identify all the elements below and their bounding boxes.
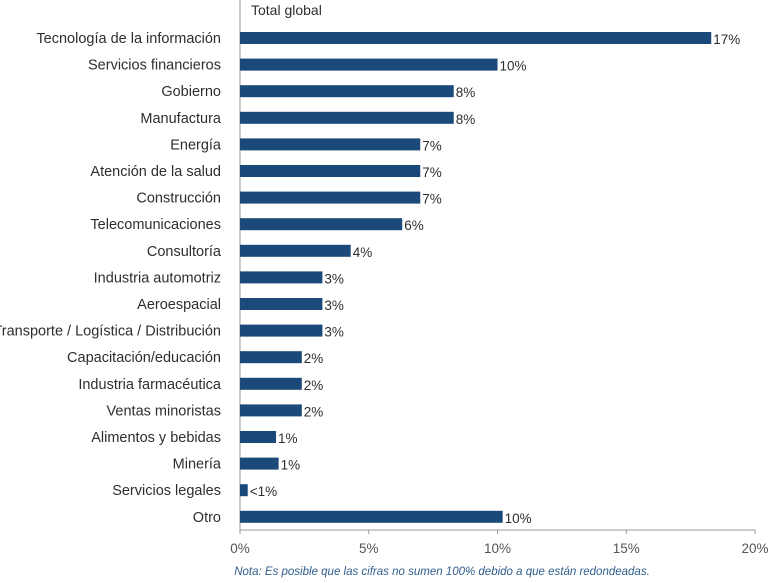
- bar: [240, 298, 323, 310]
- value-label: 2%: [304, 378, 324, 393]
- bar: [240, 191, 421, 204]
- value-label: 10%: [505, 511, 532, 526]
- category-label: Telecomunicaciones: [90, 217, 221, 233]
- value-label: 8%: [456, 112, 476, 127]
- bars-group: [240, 32, 712, 523]
- category-label: Energía: [170, 137, 222, 153]
- value-label: 4%: [353, 245, 373, 260]
- category-label: Otro: [193, 510, 221, 526]
- category-label: Ventas minoristas: [107, 403, 221, 419]
- category-label: Minería: [173, 457, 222, 473]
- bar: [240, 218, 403, 231]
- x-tick-label: 0%: [230, 541, 250, 556]
- bar: [240, 111, 454, 124]
- value-label: 17%: [713, 32, 740, 47]
- category-label: Aeroespacial: [137, 297, 221, 313]
- bar: [240, 58, 498, 71]
- category-label: Industria automotriz: [94, 270, 221, 286]
- bar: [240, 457, 279, 470]
- category-label: Atención de la salud: [90, 164, 221, 180]
- chart-axes: [239, 0, 756, 534]
- category-label: Transporte / Logística / Distribución: [0, 324, 221, 340]
- category-label: Gobierno: [161, 84, 221, 100]
- category-label: Consultoría: [147, 244, 222, 260]
- value-label: 2%: [304, 404, 324, 419]
- value-label: 3%: [324, 271, 344, 286]
- bar: [240, 351, 302, 364]
- bar: [240, 324, 323, 337]
- bar: [240, 510, 503, 523]
- value-label: 7%: [422, 138, 442, 153]
- bar: [240, 271, 323, 284]
- category-label: Manufactura: [140, 111, 222, 127]
- value-label: 2%: [304, 351, 324, 366]
- x-tick-label: 15%: [613, 541, 640, 556]
- value-label: <1%: [250, 484, 277, 499]
- x-tick-label: 10%: [484, 541, 511, 556]
- bar: [240, 377, 302, 390]
- category-label: Construcción: [136, 191, 221, 207]
- labels-group: Total global 0% 5% 10% 15% 20% Tecnología de l…: [0, 2, 769, 556]
- category-label: Tecnología de la información: [36, 31, 221, 47]
- bar: [240, 138, 421, 151]
- bar: [240, 404, 302, 417]
- category-label: Capacitación/educación: [67, 350, 221, 366]
- value-label: 1%: [278, 431, 298, 446]
- x-tick-label: 5%: [359, 541, 379, 556]
- value-label: 3%: [324, 298, 344, 313]
- category-label: Servicios financieros: [88, 58, 221, 74]
- value-label: 10%: [500, 59, 527, 74]
- bar: [240, 85, 454, 98]
- bar: [240, 165, 421, 177]
- category-label: Alimentos y bebidas: [91, 430, 221, 446]
- value-label: 6%: [404, 218, 424, 233]
- category-label: Industria farmacéutica: [78, 377, 222, 393]
- bar: [240, 244, 351, 257]
- category-label: Servicios legales: [112, 483, 221, 499]
- value-label: 7%: [422, 165, 442, 180]
- value-label: 7%: [422, 192, 442, 207]
- series-label: Total global: [251, 2, 322, 18]
- x-tick-label: 20%: [741, 541, 768, 556]
- bar: [240, 431, 277, 443]
- bar: [240, 484, 248, 497]
- value-label: 3%: [324, 325, 344, 340]
- value-label: 8%: [456, 85, 476, 100]
- footnote: Nota: Es posible que las cifras no sumen…: [234, 566, 650, 578]
- value-label: 1%: [281, 458, 301, 473]
- bar: [240, 32, 712, 44]
